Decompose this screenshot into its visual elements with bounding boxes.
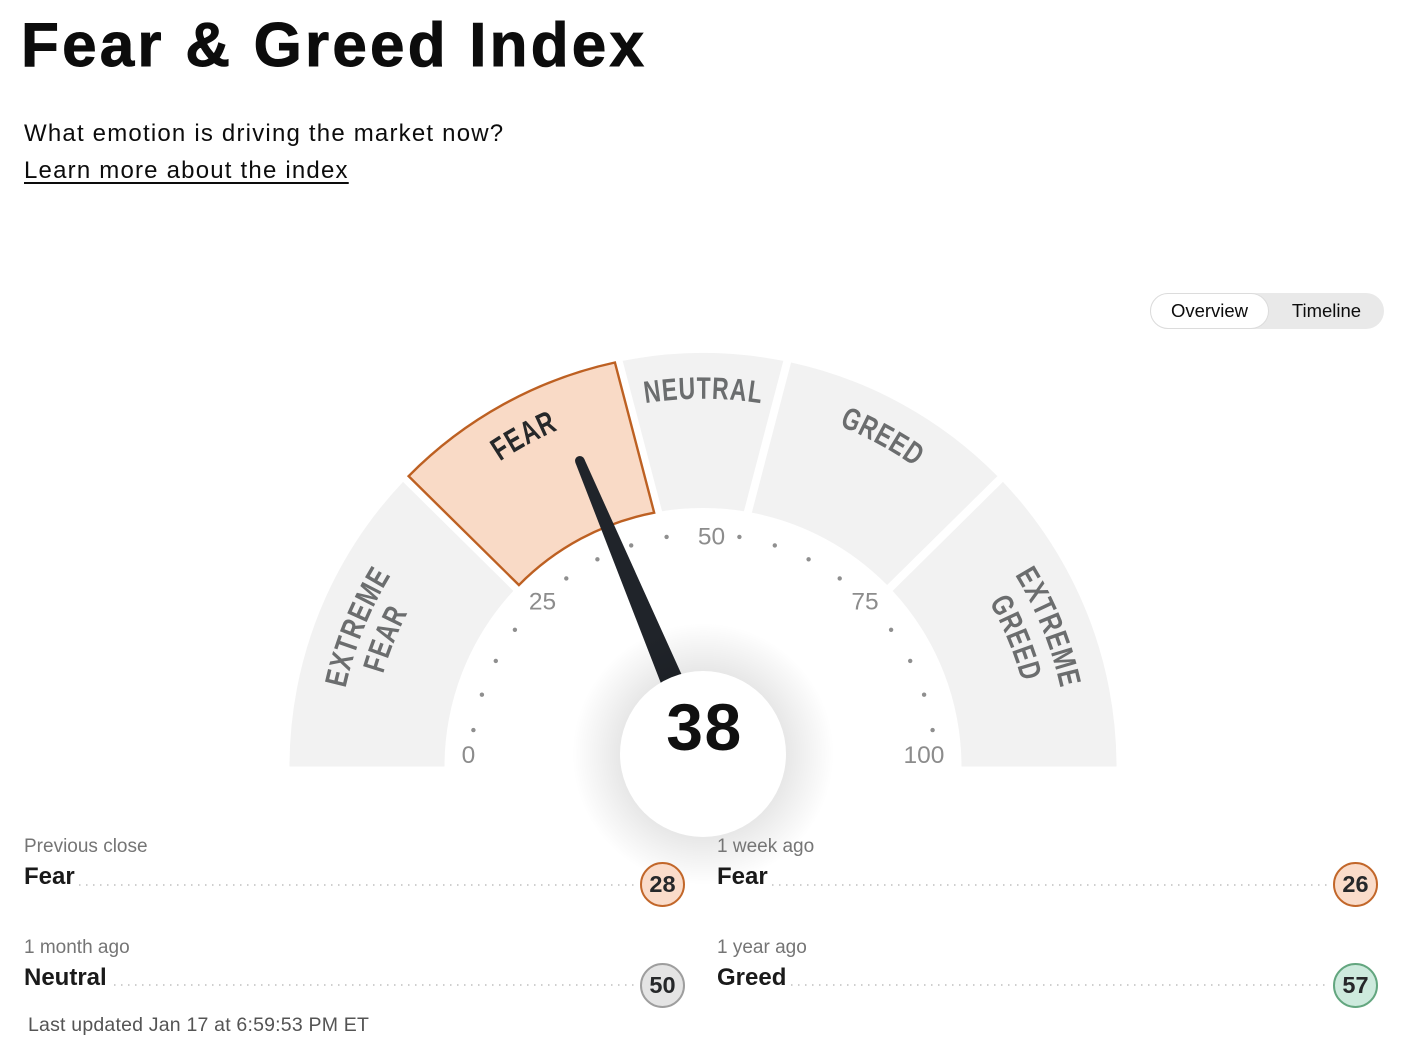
svg-text:N: N <box>641 373 662 410</box>
svg-text:100: 100 <box>904 742 945 769</box>
svg-text:0: 0 <box>462 742 476 769</box>
svg-text:E: E <box>318 666 355 690</box>
svg-text:T: T <box>697 370 711 405</box>
svg-text:L: L <box>746 373 765 410</box>
svg-text:E: E <box>1050 666 1087 690</box>
svg-text:A: A <box>729 371 749 408</box>
svg-text:E: E <box>660 371 678 407</box>
svg-text:38: 38 <box>666 690 742 764</box>
svg-text:R: R <box>711 370 729 406</box>
svg-text:50: 50 <box>698 524 725 551</box>
svg-text:75: 75 <box>851 589 878 616</box>
svg-text:25: 25 <box>529 589 556 616</box>
svg-text:U: U <box>678 370 696 406</box>
